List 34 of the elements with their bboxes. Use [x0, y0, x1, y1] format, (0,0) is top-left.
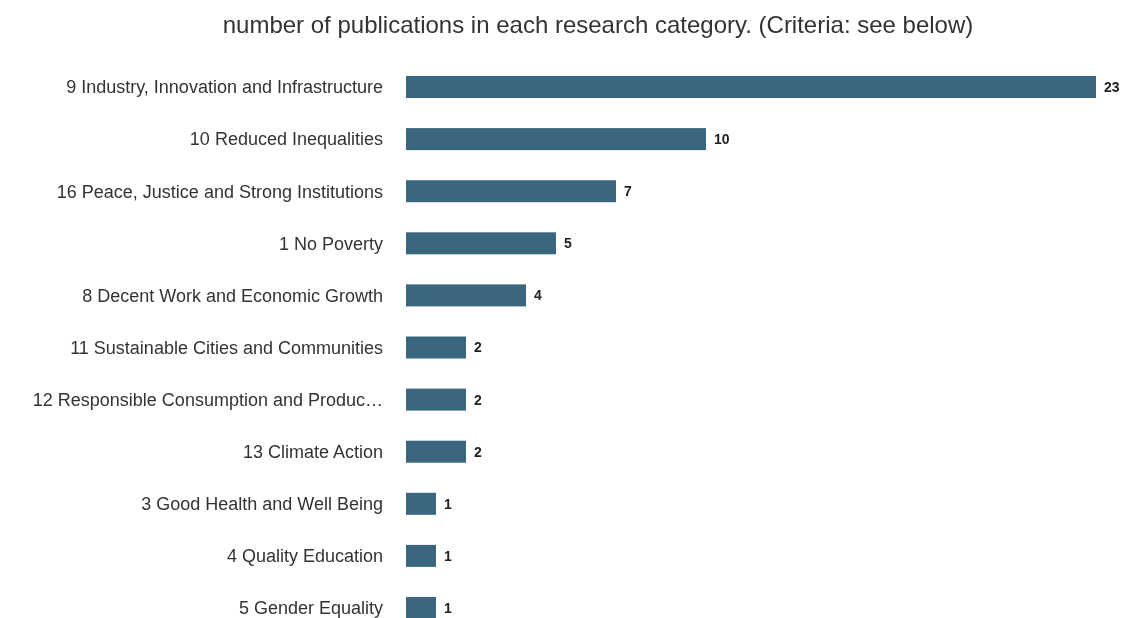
data-label: 1 — [444, 599, 452, 616]
y-tick-label: 13 Climate Action — [242, 442, 383, 462]
bar — [406, 76, 1096, 98]
bar — [406, 388, 466, 411]
bar — [406, 232, 556, 255]
chart-title: number of publications in each research category. (Criteria: see below) — [222, 11, 974, 38]
y-tick-label: 8 Decent Work and Economic Growth — [82, 285, 383, 306]
y-tick-label: 16 Peace, Justice and Strong Institutions — [56, 181, 383, 202]
data-label: 2 — [474, 391, 482, 408]
y-tick-label: 9 Industry, Innovation and Infrastructure — [66, 77, 383, 98]
bar — [406, 336, 466, 359]
bar — [406, 440, 466, 463]
bar — [406, 180, 616, 203]
data-label: 23 — [1104, 78, 1120, 95]
data-label: 10 — [714, 131, 730, 147]
data-label: 2 — [474, 443, 482, 460]
y-tick-label: 3 Good Health and Well Being — [141, 494, 383, 515]
data-label: 1 — [444, 547, 452, 564]
bar — [406, 128, 706, 151]
bar — [406, 597, 436, 618]
data-label: 2 — [474, 339, 482, 356]
y-tick-label: 12 Responsible Consumption and Produc… — [32, 389, 383, 410]
bar — [406, 284, 526, 307]
y-tick-label: 4 Quality Education — [226, 546, 383, 567]
data-label: 1 — [444, 495, 452, 512]
y-tick-label: 11 Sustainable Cities and Communities — [70, 337, 383, 358]
data-label: 7 — [624, 183, 632, 200]
y-tick-label: 5 Gender Equality — [238, 598, 383, 618]
data-label: 5 — [564, 235, 572, 252]
bar — [406, 492, 436, 515]
bar — [406, 544, 436, 567]
data-label: 4 — [534, 287, 542, 304]
y-tick-label: 1 No Poverty — [278, 233, 383, 254]
y-tick-label: 10 Reduced Inequalities — [189, 129, 383, 150]
